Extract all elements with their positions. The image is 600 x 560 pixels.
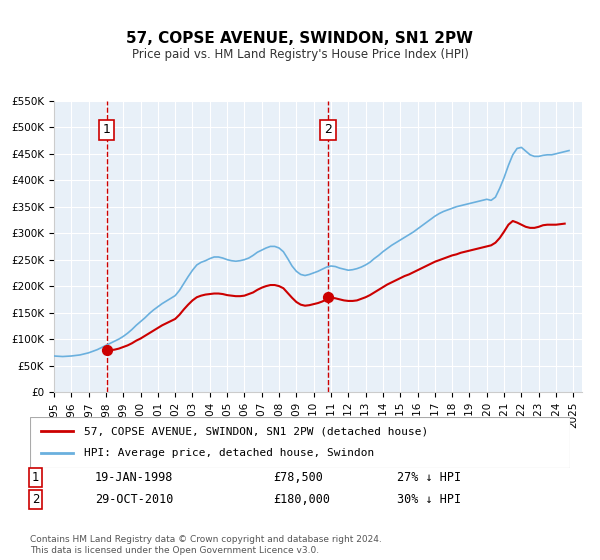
Point: [102, 346, 112, 355]
Text: £78,500: £78,500: [273, 470, 323, 484]
Point: [323, 292, 333, 301]
Text: HPI: Average price, detached house, Swindon: HPI: Average price, detached house, Swin…: [84, 449, 374, 459]
Text: 19-JAN-1998: 19-JAN-1998: [95, 470, 173, 484]
Text: 1: 1: [32, 470, 39, 484]
Text: This data is licensed under the Open Government Licence v3.0.: This data is licensed under the Open Gov…: [30, 546, 319, 555]
Text: 27% ↓ HPI: 27% ↓ HPI: [397, 470, 461, 484]
Text: 57, COPSE AVENUE, SWINDON, SN1 2PW: 57, COPSE AVENUE, SWINDON, SN1 2PW: [127, 31, 473, 46]
Text: Contains HM Land Registry data © Crown copyright and database right 2024.: Contains HM Land Registry data © Crown c…: [30, 535, 382, 544]
FancyBboxPatch shape: [30, 417, 570, 468]
Text: £180,000: £180,000: [273, 493, 330, 506]
Text: 2: 2: [324, 123, 332, 137]
Text: Price paid vs. HM Land Registry's House Price Index (HPI): Price paid vs. HM Land Registry's House …: [131, 48, 469, 60]
Text: 57, COPSE AVENUE, SWINDON, SN1 2PW (detached house): 57, COPSE AVENUE, SWINDON, SN1 2PW (deta…: [84, 426, 428, 436]
Text: 29-OCT-2010: 29-OCT-2010: [95, 493, 173, 506]
Text: 2: 2: [32, 493, 39, 506]
Text: 1: 1: [103, 123, 111, 137]
Text: 30% ↓ HPI: 30% ↓ HPI: [397, 493, 461, 506]
